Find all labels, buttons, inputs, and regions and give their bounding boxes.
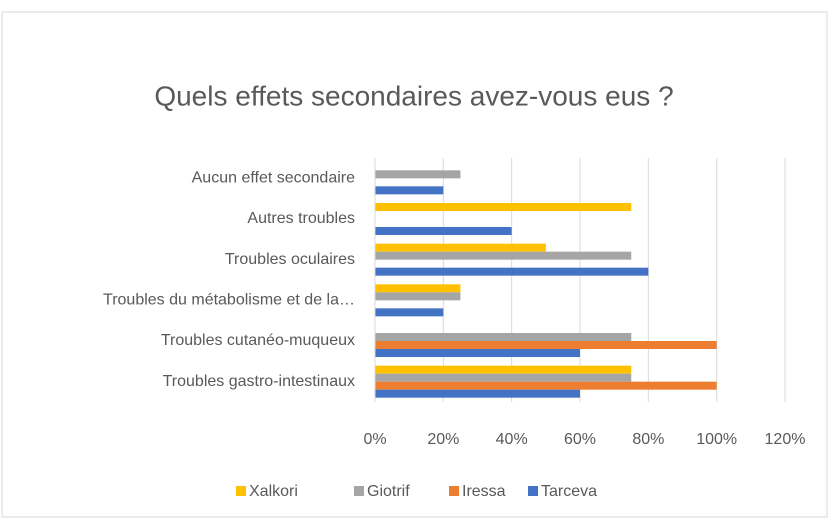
legend-label: Xalkori xyxy=(249,483,298,500)
legend-swatch xyxy=(354,486,364,496)
bar xyxy=(375,284,461,293)
bar xyxy=(375,365,632,374)
x-tick-label: 60% xyxy=(564,431,596,448)
chart-title: Quels effets secondaires avez-vous eus ? xyxy=(154,80,673,111)
legend-label: Tarceva xyxy=(541,483,597,500)
y-tick-label: Troubles du métabolisme et de la… xyxy=(103,292,355,309)
legend-swatch xyxy=(236,486,246,496)
bar xyxy=(375,341,717,349)
bar xyxy=(375,333,632,341)
y-tick-label: Troubles cutanéo-muqueux xyxy=(161,332,355,349)
x-tick-label: 0% xyxy=(363,431,386,448)
bar xyxy=(375,381,717,390)
legend-swatch xyxy=(528,486,538,496)
chart-border xyxy=(1,11,828,518)
bar xyxy=(375,308,444,317)
x-tick-label: 20% xyxy=(427,431,459,448)
bar xyxy=(375,373,632,382)
bar xyxy=(375,292,461,301)
y-tick-label: Aucun effet secondaire xyxy=(192,170,355,187)
bar xyxy=(375,251,632,260)
bar xyxy=(375,267,649,276)
legend-label: Giotrif xyxy=(367,483,410,500)
bar xyxy=(375,349,580,357)
bar xyxy=(375,389,580,398)
y-tick-label: Troubles oculaires xyxy=(225,251,355,268)
bar xyxy=(375,186,444,195)
x-tick-label: 40% xyxy=(496,431,528,448)
bar xyxy=(375,203,632,211)
bar xyxy=(375,243,546,252)
y-tick-label: Autres troubles xyxy=(247,210,355,227)
x-tick-label: 80% xyxy=(632,431,664,448)
bar xyxy=(375,227,512,235)
legend-swatch xyxy=(449,486,459,496)
x-tick-label: 120% xyxy=(765,431,806,448)
x-tick-label: 100% xyxy=(696,431,737,448)
y-tick-label: Troubles gastro-intestinaux xyxy=(163,373,355,390)
bar xyxy=(375,170,461,179)
legend-label: Iressa xyxy=(462,483,506,500)
